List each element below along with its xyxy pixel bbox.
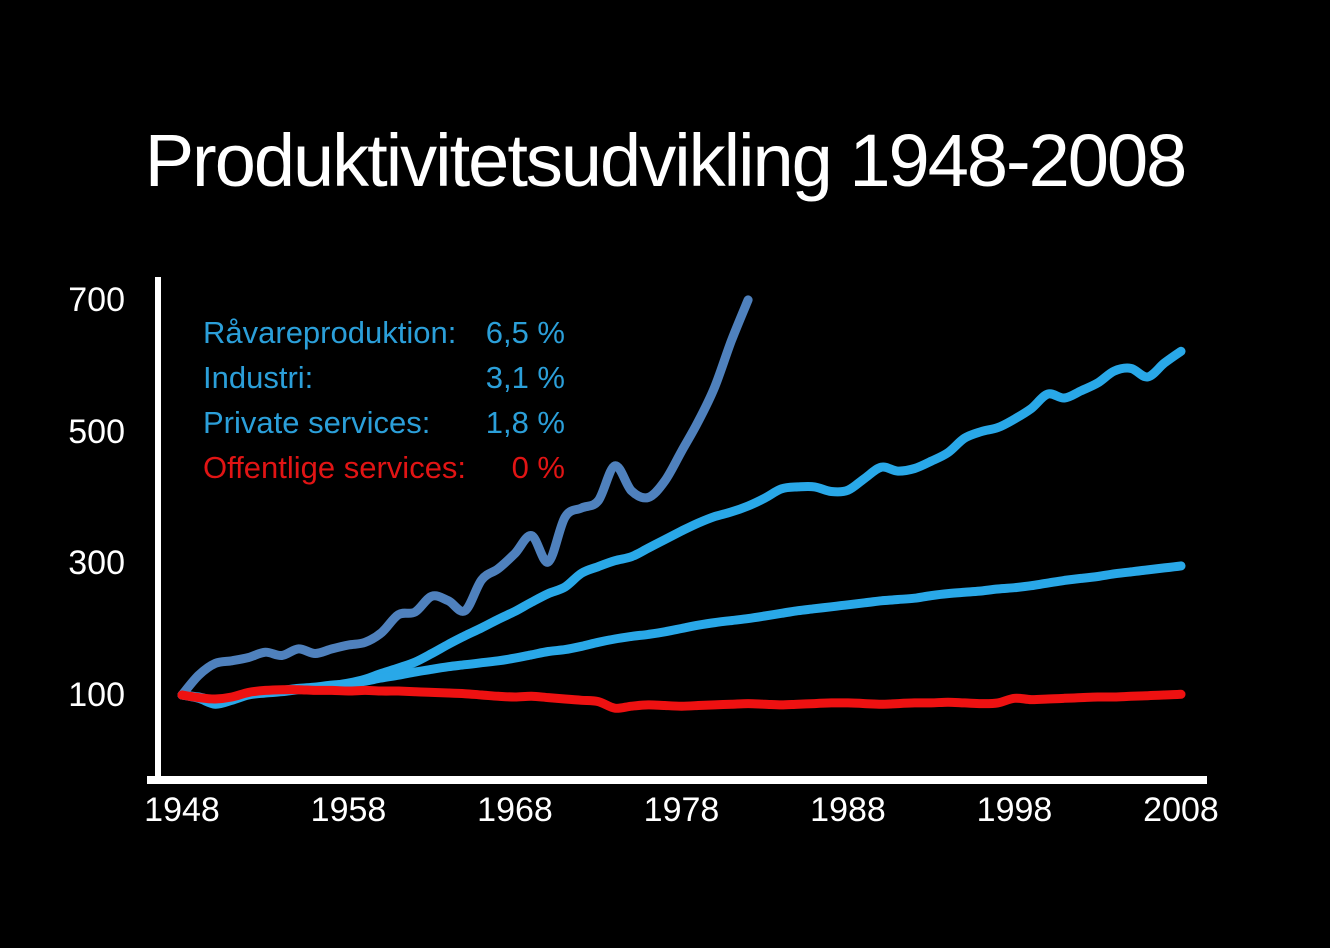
legend-value: 0 % bbox=[511, 450, 565, 485]
series-line-offentlige-services bbox=[177, 685, 1186, 713]
legend-value: 1,8 % bbox=[485, 405, 565, 440]
chart-legend: Råvareproduktion: 6,5 % Industri: 3,1 % … bbox=[203, 310, 565, 490]
y-axis-tick-700: 700 bbox=[68, 280, 125, 319]
y-axis-tick-500: 500 bbox=[68, 412, 125, 451]
legend-item-raavareproduktion: Råvareproduktion: 6,5 % bbox=[203, 310, 565, 355]
legend-value: 6,5 % bbox=[485, 315, 565, 350]
x-axis-tick-1958: 1958 bbox=[310, 791, 387, 829]
x-axis-tick-1998: 1998 bbox=[976, 791, 1053, 829]
legend-label: Offentlige services: bbox=[203, 450, 467, 485]
y-axis-tick-300: 300 bbox=[68, 544, 125, 583]
x-axis-tick-1948: 1948 bbox=[144, 791, 220, 829]
legend-label: Industri: bbox=[203, 360, 314, 395]
chart-title: Produktivitetsudvikling 1948-2008 bbox=[144, 119, 1188, 202]
x-axis-tick-2008: 2008 bbox=[1143, 791, 1219, 829]
legend-item-industri: Industri: 3,1 % bbox=[203, 355, 565, 400]
legend-label: Råvareproduktion: bbox=[203, 315, 457, 350]
legend-item-offentlige-services: Offentlige services: 0 % bbox=[203, 445, 565, 490]
legend-value: 3,1 % bbox=[485, 360, 565, 395]
legend-item-private-services: Private services: 1,8 % bbox=[203, 400, 565, 445]
y-axis-tick-100: 100 bbox=[68, 676, 125, 714]
x-axis-tick-1988: 1988 bbox=[810, 791, 886, 829]
x-axis-tick-1978: 1978 bbox=[643, 791, 720, 829]
x-axis-tick-1968: 1968 bbox=[477, 791, 553, 829]
series-line-private-services bbox=[177, 561, 1186, 705]
series-line-r-vareproduktion bbox=[177, 295, 753, 700]
legend-label: Private services: bbox=[203, 405, 431, 440]
